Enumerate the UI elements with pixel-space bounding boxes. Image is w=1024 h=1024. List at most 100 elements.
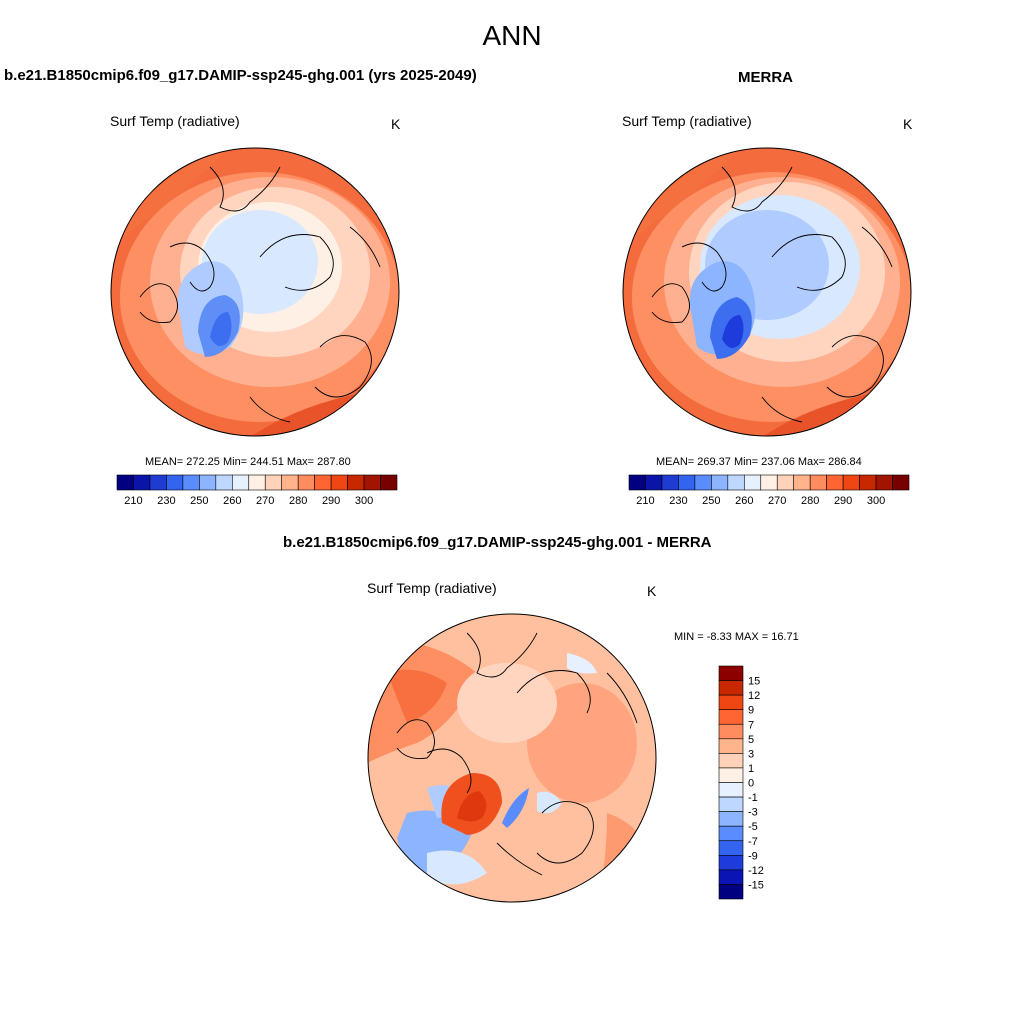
panel1-colorbar-tick-label: 300 — [355, 495, 373, 507]
panel2-colorbar-swatch — [628, 474, 646, 491]
panel2-colorbar-tick-label: 300 — [867, 495, 885, 507]
panel3-colorbar-swatch — [718, 723, 744, 740]
panel3-colorbar-swatch — [718, 840, 744, 856]
panel1-colorbar-swatch — [380, 474, 398, 491]
panel1-colorbar-swatch — [133, 474, 151, 491]
panel1-colorbar-tick-label: 270 — [256, 495, 274, 507]
panel3-colorbar-swatch — [718, 884, 744, 900]
panel2-colorbar-swatch — [793, 474, 811, 491]
panel3-colorbar-swatch — [718, 796, 744, 812]
panel2-colorbar-swatch — [694, 474, 712, 491]
panel2-title: MERRA — [738, 69, 793, 86]
panel2-colorbar-swatch — [760, 474, 778, 491]
panel2-colorbar-swatch — [711, 474, 729, 491]
panel3-colorbar-swatch — [718, 753, 744, 769]
panel3-colorbar-tick-label: 15 — [748, 676, 760, 688]
panel1-colorbar-tick-label: 260 — [223, 495, 241, 507]
panel2-colorbar: 210 230 250 260 270 280 290 300 — [628, 474, 910, 507]
panel2-colorbar-swatch — [727, 474, 745, 491]
panel3-colorbar-swatch — [718, 811, 744, 827]
panel2-colorbar-swatch — [645, 474, 663, 491]
panel3-colorbar-tick-label: 3 — [748, 748, 754, 760]
panel3-colorbar-tick-label: -3 — [748, 807, 758, 819]
panel2-units: K — [903, 116, 913, 132]
panel2-colorbar-swatch — [678, 474, 696, 491]
panel3-colorbar-tick-label: -15 — [748, 879, 764, 891]
panel1-polar-map — [110, 147, 400, 437]
panel2-stats: MEAN= 269.37 Min= 237.06 Max= 286.84 — [656, 456, 862, 468]
panel1-variable: Surf Temp (radiative) — [110, 113, 240, 129]
panel1-colorbar-tick-label: 230 — [157, 495, 175, 507]
panel2-colorbar-tick-label: 280 — [801, 495, 819, 507]
panel1-title: b.e21.B1850cmip6.f09_g17.DAMIP-ssp245-gh… — [4, 67, 477, 84]
panel1-colorbar-swatch — [199, 474, 217, 491]
panel3-colorbar-swatch — [718, 782, 744, 798]
panel2-colorbar-swatch — [842, 474, 860, 491]
panel2-colorbar-tick-label: 210 — [636, 495, 654, 507]
panel1-colorbar-tick-label: 280 — [289, 495, 307, 507]
panel1-colorbar-swatch — [264, 474, 283, 491]
panel2-colorbar-swatch — [743, 474, 762, 491]
panel1-units: K — [391, 116, 401, 132]
panel3-stats: MIN = -8.33 MAX = 16.71 — [674, 631, 799, 643]
panel3-colorbar-swatch — [718, 855, 744, 871]
panel1-colorbar-swatch — [182, 474, 200, 491]
panel2-colorbar-tick-label: 290 — [834, 495, 852, 507]
panel1-colorbar-swatch — [330, 474, 348, 491]
panel2-colorbar-swatch — [809, 474, 827, 491]
panel2-colorbar-swatch — [859, 474, 877, 491]
panel2-colorbar-tick-label: 270 — [768, 495, 786, 507]
panel2-colorbar-swatch — [875, 474, 893, 491]
panel1-colorbar-swatch — [231, 474, 250, 491]
panel3-colorbar-swatch — [718, 694, 744, 710]
panel1-colorbar-swatch — [297, 474, 315, 491]
panel2-colorbar-swatch — [661, 474, 679, 491]
panel3-colorbar-tick-label: -9 — [748, 850, 758, 862]
panel3-title: b.e21.B1850cmip6.f09_g17.DAMIP-ssp245-gh… — [283, 534, 712, 551]
panel3-colorbar-tick-label: 9 — [748, 705, 754, 717]
panel1-colorbar: 210 230 250 260 270 280 290 300 — [116, 474, 398, 507]
panel3-colorbar-swatch — [718, 767, 744, 783]
panel3-colorbar-swatch — [718, 665, 744, 681]
panel3-colorbar-tick-label: -12 — [748, 865, 764, 877]
panel1-colorbar-swatch — [363, 474, 381, 491]
panel1-colorbar-swatch — [166, 474, 184, 491]
panel1-colorbar-swatch — [116, 474, 134, 491]
panel3-colorbar-swatch — [718, 869, 744, 885]
panel3-variable: Surf Temp (radiative) — [367, 580, 497, 596]
panel2-colorbar-tick-label: 260 — [735, 495, 753, 507]
panel3-colorbar-swatch — [718, 680, 744, 696]
panel3-units: K — [647, 583, 657, 599]
panel2-variable: Surf Temp (radiative) — [622, 113, 752, 129]
panel1-colorbar-swatch — [281, 474, 299, 491]
panel1-colorbar-swatch — [215, 474, 233, 491]
panel3-colorbar-tick-label: -1 — [748, 792, 758, 804]
panel1-colorbar-tick-label: 290 — [322, 495, 340, 507]
panel2-colorbar-tick-label: 230 — [669, 495, 687, 507]
panel3-polar-map — [367, 613, 657, 903]
panel2-colorbar-tick-label: 250 — [702, 495, 720, 507]
panel3-colorbar-tick-label: 0 — [748, 778, 754, 790]
panel3-colorbar-swatch — [718, 709, 744, 725]
panel3-colorbar-tick-label: 12 — [748, 690, 760, 702]
main-title: ANN — [482, 20, 542, 51]
panel1-colorbar-swatch — [248, 474, 266, 491]
panel3-colorbar-swatch — [718, 738, 744, 754]
panel3-colorbar-tick-label: 7 — [748, 719, 754, 731]
panel1-colorbar-swatch — [314, 474, 332, 491]
panel2-colorbar-swatch — [826, 474, 844, 491]
panel1-colorbar-tick-label: 210 — [124, 495, 142, 507]
panel2-colorbar-swatch — [892, 474, 910, 491]
panel3-colorbar-tick-label: -7 — [748, 836, 758, 848]
panel3-colorbar: 15 12 9 7 5 3 1 0 -1 -3 -5 -7 -9 -12 -15 — [718, 665, 764, 900]
panel1-stats: MEAN= 272.25 Min= 244.51 Max= 287.80 — [145, 456, 351, 468]
panel3-colorbar-tick-label: 5 — [748, 734, 754, 746]
panel3-colorbar-swatch — [718, 825, 744, 842]
panel1-colorbar-tick-label: 250 — [190, 495, 208, 507]
panel3-colorbar-tick-label: -5 — [748, 821, 758, 833]
panel3-colorbar-tick-label: 1 — [748, 763, 754, 775]
panel2-polar-map — [622, 147, 912, 437]
panel1-colorbar-swatch — [149, 474, 167, 491]
panel2-colorbar-swatch — [776, 474, 795, 491]
panel1-colorbar-swatch — [347, 474, 365, 491]
